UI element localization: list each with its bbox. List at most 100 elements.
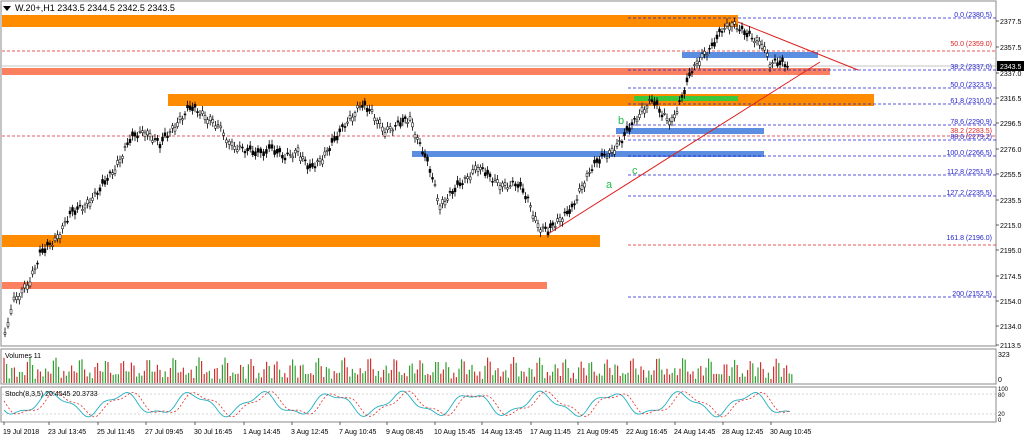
candle-body <box>411 122 414 128</box>
candle-body <box>36 262 39 265</box>
stoch-level-80: 80 <box>998 393 1005 399</box>
time-axis-label: 19 Jul 2018 <box>3 429 39 436</box>
candle-body <box>283 157 287 161</box>
candle-body <box>388 126 392 129</box>
candle-body <box>156 138 159 141</box>
candle-body <box>278 148 282 153</box>
candle-body <box>786 66 789 68</box>
candle-body <box>553 226 557 228</box>
candle-body <box>296 147 300 152</box>
fib-level-label: 50.0 (2323.5) <box>950 82 992 89</box>
candle-body <box>86 199 89 205</box>
candle-body <box>161 136 164 142</box>
candle-body <box>678 100 681 102</box>
candle-body <box>710 42 714 46</box>
candle-body <box>243 151 247 154</box>
candle-body <box>623 132 626 136</box>
candle-body <box>575 199 579 201</box>
time-axis-label: 22 Aug 16:45 <box>626 429 667 436</box>
candle-body <box>508 185 512 188</box>
wave-label-b: b <box>618 115 624 127</box>
candle-body <box>605 156 609 159</box>
candle-body <box>235 149 239 152</box>
candle-body <box>111 172 114 175</box>
candle-body <box>128 138 132 143</box>
candle-body <box>219 125 223 129</box>
candle-body <box>323 151 327 156</box>
candle-body <box>418 142 422 144</box>
candle-body <box>625 125 629 131</box>
candle-body <box>753 41 756 44</box>
candle-body <box>333 136 336 141</box>
candle-body <box>568 209 571 214</box>
time-axis-label: 3 Aug 12:45 <box>291 429 328 436</box>
time-axis-label: 23 Jul 13:45 <box>48 429 86 436</box>
candle-body <box>353 112 357 117</box>
candle-body <box>524 196 527 200</box>
candle-body <box>193 104 197 108</box>
candle-body <box>693 64 696 66</box>
candle-body <box>246 147 249 152</box>
blue-zone <box>412 151 764 157</box>
price-panel[interactable] <box>0 0 997 347</box>
time-axis[interactable]: 19 Jul 2018 23 Jul 13:45 25 Jul 11:45 27 Ju… <box>3 422 811 436</box>
candle-body <box>358 106 362 108</box>
candle-body <box>613 150 616 155</box>
candle-body <box>168 131 172 133</box>
candle-body <box>461 183 464 186</box>
candle-body <box>211 119 215 124</box>
zone-rectangles <box>2 15 874 289</box>
green-zone <box>634 96 738 101</box>
stochastic-panel[interactable] <box>0 386 997 423</box>
candle-body <box>428 168 432 173</box>
candle-body <box>663 113 666 115</box>
candle-body <box>640 106 644 112</box>
candle-body <box>603 153 606 156</box>
candle-body <box>198 114 202 116</box>
candle-body <box>401 117 405 123</box>
time-axis-label: 14 Aug 13:45 <box>481 429 522 436</box>
time-axis-label: 7 Aug 10:45 <box>339 429 376 436</box>
candle-body <box>265 149 268 154</box>
candle-body <box>230 141 234 146</box>
candle-body <box>403 116 407 119</box>
price-axis[interactable]: 2377.5 2357.5 2337.0 2316.5 2296.5 2276.0 2255… <box>996 19 1022 350</box>
candle-body <box>556 218 559 222</box>
candle-body <box>496 179 499 183</box>
candle-body <box>690 71 694 74</box>
time-axis-label: 30 Jul 16:45 <box>194 429 232 436</box>
salmon-zone <box>2 282 547 289</box>
candle-body <box>281 154 284 159</box>
candle-body <box>771 62 774 64</box>
candle-body <box>446 198 449 201</box>
candle-body <box>738 29 741 32</box>
candle-body <box>303 159 307 162</box>
candle-body <box>103 180 107 185</box>
candle-body <box>598 159 601 164</box>
price-axis-label: 2215.0 <box>1000 223 1022 230</box>
candle-body <box>20 288 24 294</box>
candle-body <box>708 48 711 50</box>
fib-level-label: 161.8 (2196.0) <box>946 235 992 242</box>
candle-body <box>546 231 550 236</box>
candle-body <box>343 126 347 128</box>
candle-body <box>321 159 324 165</box>
candle-body <box>755 37 759 41</box>
candle-body <box>183 113 187 116</box>
candle-body <box>88 202 92 207</box>
candle-body <box>365 107 369 112</box>
candle-body <box>585 173 589 177</box>
candle-body <box>378 119 382 124</box>
candle-body <box>561 218 564 222</box>
candle-body <box>740 25 744 30</box>
candle-body <box>468 176 472 181</box>
candle-body <box>78 204 82 207</box>
candle-body <box>163 132 167 137</box>
wave-label-c: c <box>632 165 638 177</box>
candle-body <box>83 204 87 209</box>
dropdown-triangle-icon[interactable] <box>3 5 11 11</box>
candle-body <box>101 179 104 184</box>
candle-body <box>426 156 429 162</box>
candle-body <box>448 191 452 193</box>
